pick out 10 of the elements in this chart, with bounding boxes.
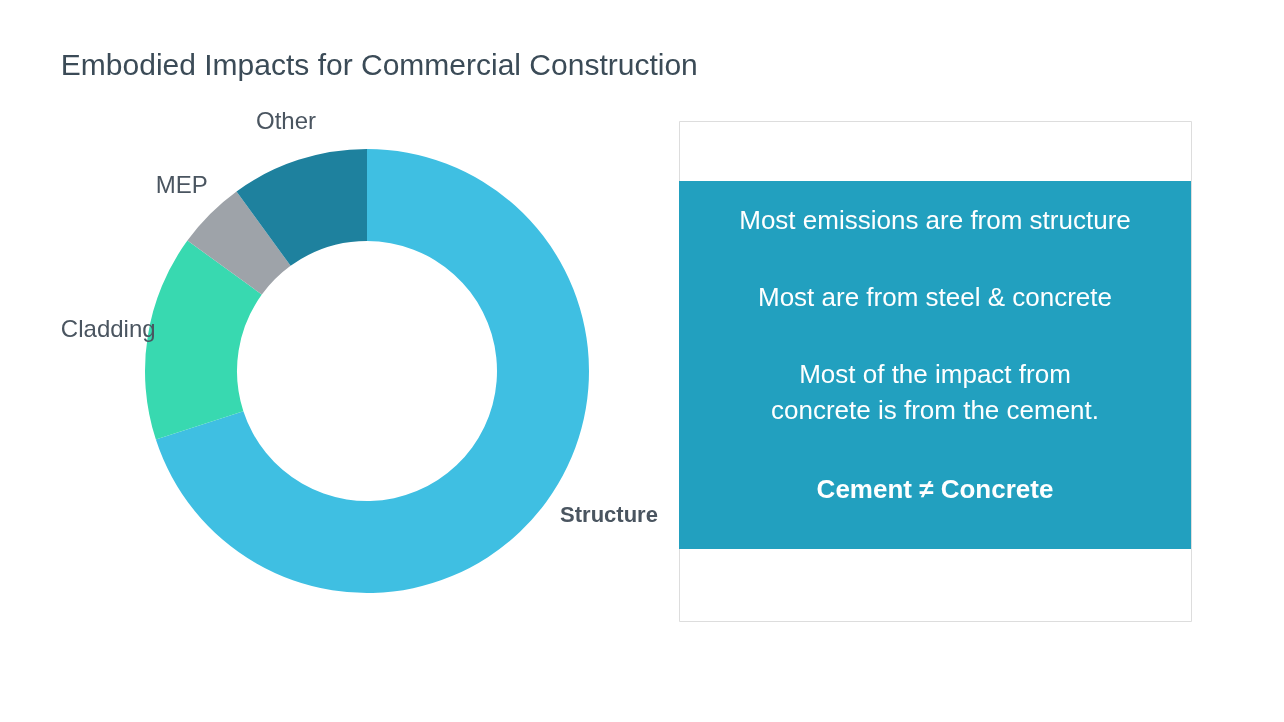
slice-label: Other (256, 106, 317, 134)
slice-label: MEP (155, 170, 208, 198)
donut-slice (187, 191, 291, 295)
donut-slice (236, 149, 367, 266)
chart-title: Embodied Impacts for Commercial Construction (60, 47, 698, 81)
text: Cement ≠ Concrete (816, 474, 1054, 504)
text: Most emissions are from structure (739, 205, 1131, 235)
text: Most of the impact from concrete is from the cement. (770, 359, 1100, 425)
text: Most are from steel & concrete (757, 282, 1113, 312)
slice-label: Structure (560, 502, 658, 527)
